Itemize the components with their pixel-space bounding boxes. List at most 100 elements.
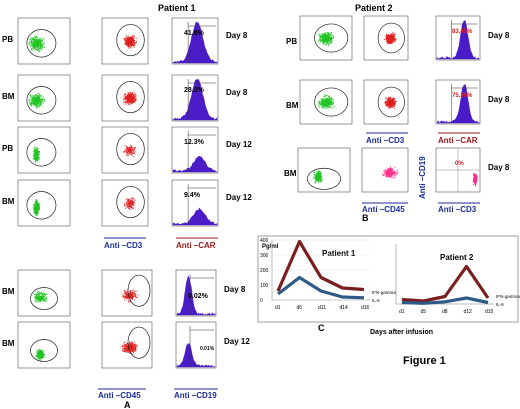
histogram-area <box>172 21 218 64</box>
event-dot <box>132 204 134 206</box>
event-dot <box>132 348 134 350</box>
event-dot <box>35 94 37 96</box>
event-dot <box>36 96 38 98</box>
event-dot <box>42 295 44 296</box>
event-dot <box>39 101 41 102</box>
event-dot <box>127 147 129 149</box>
event-dot <box>132 99 133 101</box>
event-dot <box>31 40 33 42</box>
event-dot <box>131 102 133 104</box>
event-dot <box>128 297 130 298</box>
event-dot <box>38 158 40 160</box>
event-dot <box>388 40 389 42</box>
day-label: Day 12 <box>226 140 252 149</box>
event-dot <box>134 341 136 343</box>
event-dot <box>39 41 41 42</box>
event-dot <box>28 99 29 101</box>
event-dot <box>36 44 38 46</box>
event-dot <box>327 99 329 100</box>
percent-label: 0.02% <box>188 293 209 300</box>
tissue-label: BM <box>2 287 15 296</box>
event-dot <box>129 94 131 96</box>
event-dot <box>128 146 130 148</box>
event-dot <box>124 97 126 99</box>
event-dot <box>41 98 43 100</box>
event-dot <box>130 347 132 349</box>
event-dot <box>324 96 326 98</box>
event-dot <box>35 206 37 208</box>
event-dot <box>133 151 135 153</box>
event-dot <box>133 348 135 350</box>
event-dot <box>38 205 39 207</box>
event-dot <box>333 105 335 107</box>
event-dot <box>388 39 390 41</box>
event-dot <box>131 44 133 45</box>
scatter-cd45 <box>101 321 153 369</box>
gate-ellipse <box>26 138 57 167</box>
event-dot <box>129 146 131 148</box>
event-dot <box>130 45 132 47</box>
event-dot <box>37 351 39 352</box>
event-dot <box>43 298 45 300</box>
event-dot <box>35 96 37 98</box>
event-dot <box>35 99 36 100</box>
event-dot <box>36 204 38 205</box>
event-dot <box>326 37 327 39</box>
event-dot <box>132 98 134 100</box>
event-dot <box>134 290 136 292</box>
event-dot <box>319 38 321 39</box>
event-dot <box>121 294 123 296</box>
event-dot <box>125 154 127 156</box>
event-dot <box>327 104 329 106</box>
event-dot <box>132 197 134 199</box>
event-dot <box>132 293 134 294</box>
event-dot <box>134 290 136 292</box>
event-dot <box>37 351 39 353</box>
event-dot <box>125 94 127 96</box>
event-dot <box>326 100 328 102</box>
event-dot <box>126 293 127 294</box>
event-dot <box>321 103 323 104</box>
event-dot <box>33 153 35 154</box>
event-dot <box>132 101 134 103</box>
event-dot <box>134 293 135 295</box>
event-dot <box>126 149 127 151</box>
event-dot <box>125 98 127 100</box>
event-dot <box>388 40 390 42</box>
event-dot <box>329 40 331 42</box>
event-dot <box>389 42 391 43</box>
event-dot <box>32 98 34 100</box>
event-dot <box>130 100 132 102</box>
event-dot <box>134 97 136 99</box>
event-dot <box>42 354 44 356</box>
percent-label: 41.8% <box>184 30 205 37</box>
event-dot <box>38 96 40 98</box>
event-dot <box>318 105 320 106</box>
event-dot <box>129 40 131 42</box>
event-dot <box>327 101 329 103</box>
event-dot <box>134 95 135 97</box>
event-dot <box>39 38 41 39</box>
event-dot <box>133 100 135 102</box>
event-dot <box>131 198 133 200</box>
event-dot <box>123 96 125 98</box>
event-dot <box>41 357 43 359</box>
event-dot <box>39 97 41 99</box>
event-dot <box>325 104 326 106</box>
event-dot <box>33 211 35 213</box>
event-dot <box>36 297 37 299</box>
event-dot <box>330 98 332 99</box>
event-dot <box>38 106 40 107</box>
event-dot <box>38 298 40 300</box>
event-dot <box>394 41 396 43</box>
event-dot <box>326 33 327 35</box>
event-dot <box>39 292 40 293</box>
event-dot <box>37 44 39 46</box>
event-dot <box>131 346 133 348</box>
event-dot <box>329 37 331 39</box>
event-dot <box>330 106 332 108</box>
event-dot <box>322 42 323 44</box>
event-dot <box>128 149 130 151</box>
event-dot <box>132 38 134 40</box>
event-dot <box>389 42 391 44</box>
